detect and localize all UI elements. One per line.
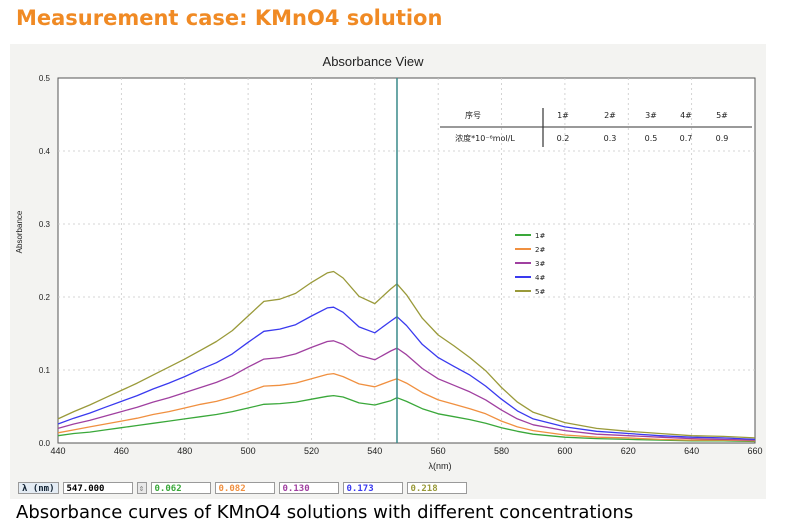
readout-lambda-label: λ (nm) bbox=[18, 482, 59, 494]
y-tick-label: 0.5 bbox=[39, 74, 51, 83]
table-col-1: 1# bbox=[557, 111, 569, 120]
x-tick-label: 660 bbox=[747, 446, 762, 456]
table-col-5: 5# bbox=[716, 111, 728, 120]
table-val-3: 0.5 bbox=[645, 134, 658, 143]
chart-title: Absorbance View bbox=[323, 54, 425, 69]
x-tick-label: 460 bbox=[114, 446, 129, 456]
y-tick-label: 0.3 bbox=[39, 220, 51, 229]
y-tick-label: 0.1 bbox=[39, 366, 51, 375]
x-axis-label: λ(nm) bbox=[429, 461, 452, 471]
legend: 1# 2# 3# 4# 5# bbox=[515, 232, 545, 296]
axis-ticks: 440 460 480 500 520 540 560 580 600 620 640 660 0.0 0… bbox=[39, 74, 763, 456]
y-axis-label: Absorbance bbox=[15, 210, 24, 253]
readout-value-1: 0.062 bbox=[150, 482, 211, 494]
figure-caption: Absorbance curves of KMnO4 solutions wit… bbox=[16, 502, 634, 523]
x-tick-label: 560 bbox=[431, 446, 446, 456]
legend-label-3: 3# bbox=[535, 260, 545, 268]
grid-lines bbox=[58, 78, 755, 443]
table-row-label: 浓度*10⁻⁶mol/L bbox=[455, 133, 515, 143]
readout-bar: λ (nm) 547.000 ⇕ 0.062 0.082 0.130 0.173… bbox=[18, 480, 471, 496]
series-line-5 bbox=[57, 270, 756, 439]
readout-value-4: 0.173 bbox=[342, 482, 403, 494]
table-val-5: 0.9 bbox=[716, 134, 729, 143]
absorbance-chart: Absorbance View 440 460 480 500 520 540 560 580… bbox=[15, 54, 763, 471]
series-line-1 bbox=[57, 394, 756, 443]
x-tick-label: 480 bbox=[177, 446, 192, 456]
x-tick-label: 500 bbox=[241, 446, 256, 456]
x-tick-label: 580 bbox=[494, 446, 509, 456]
legend-label-4: 4# bbox=[535, 274, 545, 282]
legend-label-2: 2# bbox=[535, 246, 545, 254]
legend-label-1: 1# bbox=[535, 232, 545, 240]
table-col-3: 3# bbox=[645, 111, 657, 120]
table-header-label: 序号 bbox=[465, 110, 481, 120]
slide-heading: Measurement case: KMnO4 solution bbox=[16, 6, 443, 30]
x-tick-label: 520 bbox=[304, 446, 319, 456]
series-layer bbox=[57, 270, 756, 443]
readout-value-3: 0.130 bbox=[278, 482, 339, 494]
x-tick-label: 540 bbox=[367, 446, 382, 456]
y-tick-label: 0.0 bbox=[39, 439, 51, 448]
series-line-3 bbox=[57, 340, 756, 441]
series-line-4 bbox=[57, 306, 756, 441]
table-col-2: 2# bbox=[604, 111, 616, 120]
concentration-table: 序号 浓度*10⁻⁶mol/L 1# 2# 3# 4# 5# 0.2 0.3 0… bbox=[440, 108, 752, 147]
x-tick-label: 600 bbox=[557, 446, 572, 456]
legend-label-5: 5# bbox=[535, 288, 545, 296]
x-tick-label: 640 bbox=[684, 446, 699, 456]
y-tick-label: 0.2 bbox=[39, 293, 51, 302]
readout-lambda-value[interactable]: 547.000 bbox=[62, 482, 133, 494]
readout-value-5: 0.218 bbox=[406, 482, 467, 494]
table-col-4: 4# bbox=[680, 111, 692, 120]
table-val-4: 0.7 bbox=[680, 134, 693, 143]
x-tick-label: 440 bbox=[50, 446, 65, 456]
table-val-2: 0.3 bbox=[604, 134, 617, 143]
series-line-2 bbox=[57, 372, 756, 442]
plot-area bbox=[57, 77, 756, 444]
y-tick-label: 0.4 bbox=[39, 147, 51, 156]
lambda-spinner[interactable]: ⇕ bbox=[136, 482, 147, 494]
readout-value-2: 0.082 bbox=[214, 482, 275, 494]
x-tick-label: 620 bbox=[621, 446, 636, 456]
table-val-1: 0.2 bbox=[557, 134, 570, 143]
